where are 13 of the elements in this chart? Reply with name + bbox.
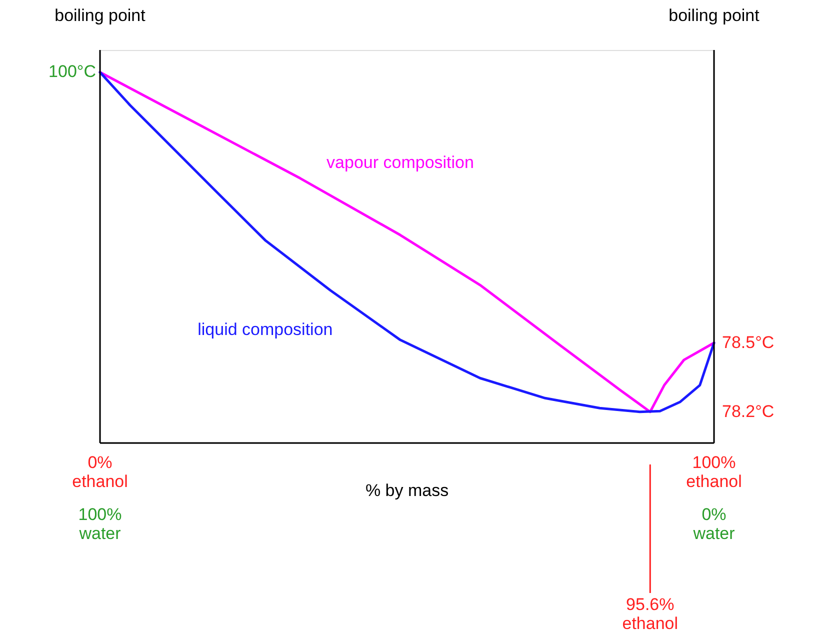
series-label: vapour composition: [326, 153, 474, 172]
text: 78.2°C: [722, 402, 774, 421]
x-tick-label: 100% ethanol: [686, 453, 742, 491]
x-tick-label: 0% ethanol: [72, 453, 128, 491]
series-label: liquid composition: [198, 320, 333, 340]
y2-axis-title: boiling point: [668, 6, 760, 25]
annotation: 100°C: [48, 62, 96, 82]
text: 100% water: [78, 505, 122, 543]
x-axis-title: % by mass: [365, 481, 449, 500]
text: 0% water: [692, 505, 736, 543]
annotation: 78.5°C: [722, 332, 774, 352]
annotation: 95.6% ethanol: [622, 595, 678, 633]
y-axis-title: boiling point: [54, 6, 146, 25]
